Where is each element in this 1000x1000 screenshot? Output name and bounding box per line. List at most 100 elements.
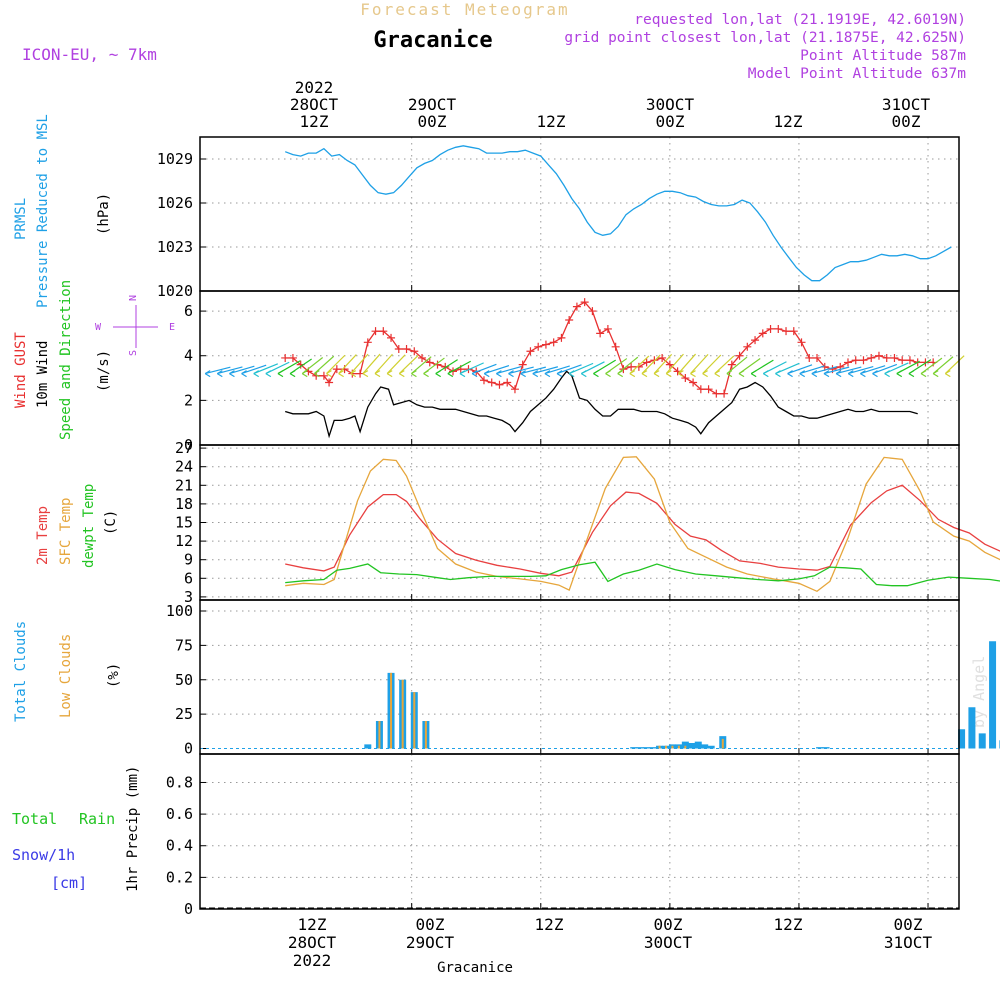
gust-marker — [356, 369, 365, 378]
wind-direction-arrow — [253, 363, 279, 375]
top-tick-date: 31OCT — [882, 95, 931, 114]
low-cloud-bar — [390, 672, 393, 749]
gust-marker — [696, 385, 705, 394]
y-tick-label: 4 — [184, 347, 193, 365]
bottom-tick-date: 29OCT — [406, 933, 455, 952]
wind-direction-arrow — [835, 366, 862, 375]
total-cloud-bar — [707, 745, 715, 749]
clouds-unit-label: (%) — [106, 663, 122, 688]
wind-arrow-head — [338, 370, 344, 378]
gust-marker — [348, 369, 357, 378]
y-tick-label: 1020 — [157, 282, 193, 300]
sfc-temp-line — [285, 456, 1000, 593]
wind-arrow-head — [568, 370, 575, 378]
total-cloud-bar — [364, 744, 372, 749]
gust-marker — [658, 353, 667, 362]
gust-marker — [805, 353, 814, 362]
total-cloud-bar — [978, 733, 986, 749]
wind-direction-arrow — [205, 366, 231, 375]
wind-arrow-head — [665, 370, 672, 378]
wind-arrow-head — [265, 370, 272, 378]
compass-rose: N S W E — [95, 295, 175, 356]
wind-arrow-head — [277, 370, 284, 378]
bottom-time-axis: 12Z 28OCT 2022 00Z 29OCT 12Z 00Z 30OCT 1… — [288, 915, 933, 970]
plot-panels: 1020102310261029024636912151821242702550… — [157, 136, 1000, 918]
gust-marker — [867, 353, 876, 362]
wind-direction-arrow — [386, 354, 406, 374]
gust-marker — [727, 360, 736, 369]
gust-marker — [402, 345, 411, 354]
compass-south: S — [128, 350, 139, 356]
bottom-tick-hour: 00Z — [894, 915, 923, 934]
prmsl-label: PRMSL — [13, 198, 29, 240]
total-cloud-bar — [822, 747, 830, 749]
y-tick-label: 27 — [175, 439, 193, 457]
gust-marker — [743, 342, 752, 351]
gust-marker — [534, 342, 543, 351]
point-altitude: Point Altitude 587m — [800, 48, 966, 64]
y-tick-label: 15 — [175, 514, 193, 532]
wind-direction-arrow — [556, 364, 582, 375]
gust-marker — [371, 327, 380, 336]
gust-marker — [319, 371, 328, 380]
wind-arrow-head — [398, 370, 405, 378]
wind-direction-arrow — [362, 353, 381, 374]
wind-arrow-head — [884, 370, 890, 378]
wind-direction-arrow — [872, 363, 898, 375]
top-year-label: 2022 — [295, 78, 334, 97]
precip-snow-label: Snow/1h — [12, 846, 75, 864]
wind-arrow-head — [374, 370, 381, 378]
gust-marker — [851, 356, 860, 365]
gust-marker — [557, 333, 566, 342]
gust-marker — [596, 329, 605, 338]
dewpt-temp-line — [285, 561, 1000, 587]
y-tick-label: 1026 — [157, 194, 193, 212]
gust-marker — [704, 385, 713, 394]
total-cloud-bar — [688, 743, 696, 749]
wind-arrow-head — [483, 370, 490, 378]
wind-direction-arrow — [532, 366, 559, 375]
gust-marker — [843, 358, 852, 367]
wind-direction-arrow — [338, 354, 357, 374]
wind-direction-arrow — [665, 353, 684, 374]
gust-marker — [549, 338, 558, 347]
wind-arrow-head — [811, 370, 818, 378]
wind-arrow-head — [872, 370, 878, 378]
y-tick-label: 6 — [184, 302, 193, 320]
wind-direction-arrow — [411, 356, 432, 375]
gust-marker — [387, 333, 396, 342]
gust-marker — [410, 347, 419, 356]
footer-location: Gracanice — [437, 960, 513, 976]
wind-arrow-head — [556, 370, 563, 378]
wind-arrow-head — [653, 370, 660, 378]
top-tick-hour: 00Z — [656, 112, 685, 131]
wind-arrow-head — [216, 370, 223, 378]
wind-arrow-head — [447, 370, 454, 378]
wind-arrow-head — [544, 370, 551, 378]
low-cloud-bar — [658, 745, 661, 749]
y-tick-label: 50 — [175, 671, 193, 689]
wind-arrow-head — [775, 370, 781, 378]
top-time-axis: 2022 12Z 28OCT 00Z 29OCT 12Z 00Z 30OCT 1… — [290, 78, 931, 131]
gust-marker — [394, 345, 403, 354]
precip-total-label: Total — [12, 810, 57, 828]
wind-arrow-head — [580, 370, 587, 378]
low-cloud-bar — [677, 745, 680, 749]
wind-arrow-head — [362, 370, 369, 378]
low-cloud-bar — [401, 679, 404, 749]
low-cloud-bar — [413, 692, 416, 749]
y-tick-label: 0.6 — [166, 805, 193, 823]
gust-marker — [789, 327, 798, 336]
wind-direction-arrow — [932, 356, 954, 375]
side-labels: PRMSL Pressure Reduced to MSL (hPa) Wind… — [12, 114, 141, 892]
sfc-temp-label: SFC Temp — [58, 498, 74, 565]
wind-arrow-head — [471, 370, 478, 378]
gust-marker — [859, 356, 868, 365]
gust-marker — [766, 324, 775, 333]
wind-arrow-head — [496, 370, 502, 378]
wind-direction-arrow — [690, 353, 709, 374]
gust-marker — [712, 389, 721, 398]
gust-marker — [905, 356, 914, 365]
wind-panel: 0 2 4 6 — [184, 290, 965, 454]
